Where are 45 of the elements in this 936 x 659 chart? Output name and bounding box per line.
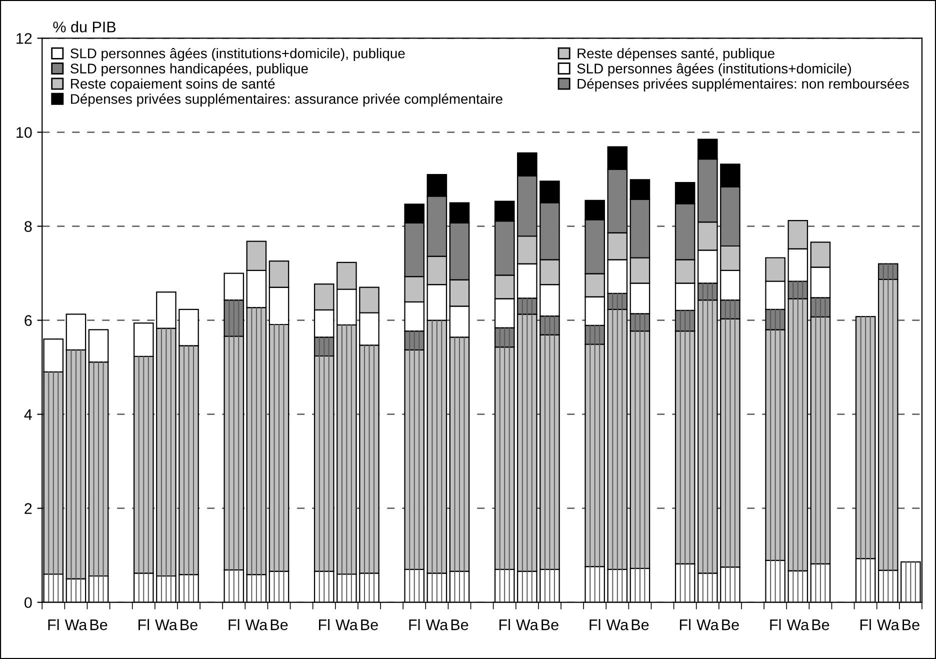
- x-tick-label: Be: [180, 620, 198, 630]
- legend-label: SLD personnes handicapées, publique: [70, 63, 308, 76]
- legend-label: Reste copaiement soins de santé: [71, 78, 275, 92]
- x-tick-label: Be: [270, 620, 288, 630]
- x-tick-label: Be: [451, 620, 468, 630]
- x-tick-label: Be: [632, 620, 649, 630]
- legend-label: SLD personnes âgées (institutions+domicile): [577, 63, 851, 76]
- x-tick-label: Be: [542, 620, 558, 630]
- y-tick-label: 12: [16, 33, 32, 44]
- legend-label: Dépenses privées supplémentaires: assurance privée complémentaire: [71, 94, 502, 107]
- x-tick-label: Fl: [499, 618, 510, 630]
- x-tick-label: Wa: [877, 620, 900, 630]
- x-tick-label: Be: [361, 620, 378, 630]
- legend-label: Dépenses privées supplémentaires: non remboursées: [578, 78, 909, 92]
- x-tick-label: Fl: [770, 618, 781, 630]
- x-tick-label: Wa: [426, 620, 448, 630]
- y-tick-label: 6: [24, 315, 32, 326]
- x-tick-label: Fl: [228, 618, 240, 630]
- x-tick-label: Fl: [138, 618, 149, 630]
- x-tick-label: Fl: [48, 618, 59, 630]
- x-tick-label: Wa: [155, 620, 178, 630]
- y-tick-label: 10: [16, 127, 32, 138]
- y-tick-label: 0: [24, 597, 32, 608]
- x-tick-label: Be: [902, 620, 920, 630]
- x-tick-label: Wa: [516, 620, 538, 630]
- x-tick-label: Wa: [64, 620, 88, 630]
- legend-label: SLD personnes âgées (institutions+domicile), publique: [70, 48, 405, 62]
- x-tick-label: Fl: [409, 618, 420, 630]
- x-tick-label: Wa: [696, 620, 719, 630]
- legend-label: Reste dépenses santé, publique: [578, 48, 774, 62]
- y-tick-label: 8: [24, 221, 32, 232]
- y-tick-label: 2: [24, 503, 32, 514]
- y-axis-title: % du PIB: [53, 21, 116, 32]
- x-tick-label: Wa: [336, 620, 358, 630]
- x-tick-label: Be: [722, 620, 739, 630]
- x-tick-label: Wa: [606, 620, 629, 630]
- x-tick-label: Fl: [680, 618, 690, 630]
- x-tick-label: Wa: [786, 620, 810, 630]
- x-tick-label: Be: [90, 620, 108, 630]
- x-tick-label: Be: [812, 620, 830, 630]
- x-tick-label: Fl: [860, 618, 871, 630]
- x-tick-label: Wa: [245, 620, 268, 630]
- x-tick-label: Fl: [590, 618, 600, 630]
- x-tick-label: Fl: [319, 618, 330, 630]
- y-tick-label: 4: [24, 409, 32, 420]
